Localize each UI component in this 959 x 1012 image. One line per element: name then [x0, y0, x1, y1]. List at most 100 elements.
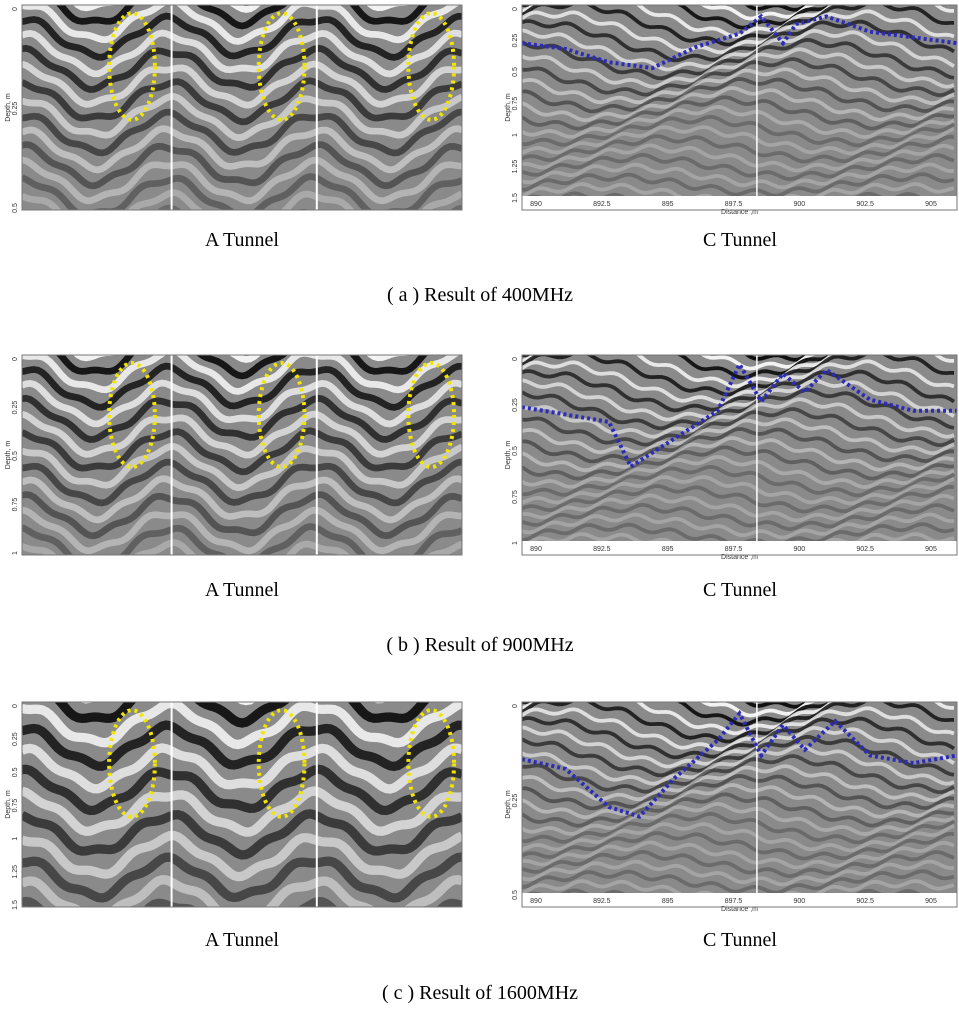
y-tick-label: 1.5 [12, 900, 19, 910]
reflection-band [522, 454, 955, 490]
x-tick-label: 905 [925, 201, 937, 208]
reflection-band [522, 28, 955, 72]
reflection-band [522, 702, 954, 736]
reflection-band [55, 355, 428, 380]
reflection-band [522, 475, 955, 506]
interface-line [521, 360, 957, 470]
x-tick-label: 905 [925, 546, 937, 553]
y-tick-label: 0.5 [12, 451, 19, 461]
reflection-band [522, 716, 956, 760]
interface-line [521, 13, 958, 71]
y-tick-label: 0.5 [512, 890, 519, 900]
x-tick-label: 890 [530, 546, 542, 553]
x-tick-label: 900 [793, 546, 805, 553]
reflection-band [22, 702, 462, 750]
x-axis-title: Distance ,m [721, 209, 758, 216]
reflection-band [522, 57, 955, 97]
reflection-band [700, 5, 831, 21]
reflection-band [22, 443, 462, 492]
y-tick-label: 1 [12, 837, 19, 841]
y-tick-label: 0 [512, 7, 519, 11]
radargram [522, 702, 957, 907]
reflection-band [22, 830, 462, 882]
y-tick-label: 0.25 [512, 398, 519, 412]
reflection-band [700, 702, 831, 718]
reflection-band [522, 869, 955, 895]
y-tick-label: 0.25 [512, 794, 519, 808]
reflection-band [522, 484, 955, 514]
reflection-band [522, 162, 955, 190]
reflection-band [55, 5, 428, 30]
reflection-band [522, 445, 955, 481]
reflection-band [522, 388, 955, 431]
reflection-band [522, 427, 955, 464]
anomaly-circle [256, 361, 307, 469]
reflection-band [22, 491, 462, 540]
x-axis-band [522, 541, 957, 555]
reflection-band [522, 859, 955, 887]
row-caption: ( c ) Result of 1600MHz [382, 982, 578, 1004]
reflection-band [522, 359, 955, 405]
y-axis-title: Depth, m [5, 790, 12, 819]
panel-label: A Tunnel [205, 229, 279, 251]
y-axis-title: Depth, m [505, 441, 512, 470]
reflection-band [522, 702, 834, 727]
reflection-band [22, 141, 462, 190]
y-tick-label: 0 [12, 357, 19, 361]
y-tick-label: 0.25 [12, 102, 19, 116]
reflection-band [522, 840, 955, 870]
reflection-band [54, 702, 430, 728]
x-axis-band [522, 893, 957, 907]
reflection-band [744, 355, 811, 362]
x-tick-label: 895 [662, 546, 674, 553]
frame [21, 701, 463, 908]
reflection-band [522, 19, 956, 63]
y-tick-label: 0.75 [12, 498, 19, 512]
reflection-band [522, 397, 955, 439]
x-tick-label: 902.5 [856, 898, 874, 905]
reflection-band [22, 720, 462, 772]
y-tick-label: 0 [12, 7, 19, 11]
reflection-band [522, 562, 954, 579]
panel-label: C Tunnel [703, 579, 777, 601]
y-tick-label: 1.25 [512, 160, 519, 174]
y-tick-label: 0.5 [512, 67, 519, 77]
reflection-band [522, 831, 955, 861]
panel-label: A Tunnel [205, 929, 279, 951]
y-tick-label: 0.25 [12, 401, 19, 415]
reflection-band [744, 702, 811, 709]
x-tick-label: 897.5 [725, 898, 743, 905]
reflection-band [22, 506, 462, 555]
reflection-band [522, 9, 955, 55]
reflection-band [522, 355, 954, 397]
reflection-band [522, 172, 955, 198]
reflection-band [522, 436, 955, 473]
reflection-band [522, 407, 955, 447]
reflection-band [522, 706, 955, 752]
anomaly-circle [107, 361, 157, 469]
reflection-band [22, 156, 462, 205]
reflection-band [522, 5, 834, 30]
reflection-band [700, 355, 831, 371]
x-tick-label: 900 [793, 201, 805, 208]
radargram [522, 355, 957, 579]
anomaly-circle [406, 11, 457, 122]
anomaly-circle [107, 11, 157, 122]
reflection-band [522, 104, 955, 140]
interface-line [521, 709, 958, 819]
reflection-band [22, 786, 462, 837]
reflection-band [522, 725, 955, 769]
y-tick-label: 0.75 [12, 799, 19, 813]
reflection-band [522, 735, 955, 778]
reflection-band [22, 394, 462, 443]
x-tick-label: 892.5 [593, 201, 611, 208]
row-caption: ( b ) Result of 900MHz [386, 634, 573, 656]
reflection-band [522, 744, 955, 786]
reflection-band [22, 302, 462, 343]
y-tick-label: 0.5 [12, 767, 19, 777]
y-axis-title: Depth, m [505, 93, 512, 122]
y-tick-label: 0.75 [512, 490, 519, 504]
anomaly-circle [256, 708, 307, 819]
reflection-band [522, 754, 955, 794]
reflection-band [22, 77, 462, 126]
